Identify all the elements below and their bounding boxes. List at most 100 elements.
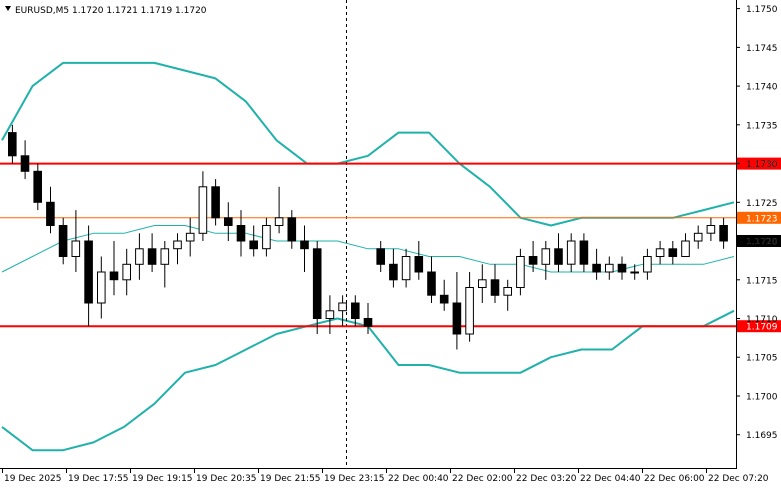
candle-body-bull — [198, 186, 208, 234]
candle — [236, 210, 246, 257]
candle-body-bull — [262, 225, 271, 250]
candle — [541, 241, 551, 280]
candle-body-bear — [389, 263, 398, 281]
x-axis: 19 Dec 2025 19 Dec 17:55 19 Dec 19:15 19 De… — [2, 468, 769, 484]
candle-body-bear — [249, 240, 258, 250]
candle-body-bear — [109, 271, 119, 281]
candle — [249, 225, 258, 257]
candle-body-bull — [643, 256, 652, 273]
candle — [414, 241, 424, 280]
dropdown-triangle-icon[interactable] — [5, 6, 11, 11]
candle-body-bull — [160, 248, 170, 265]
y-tick-label: 1.1745 — [746, 44, 778, 54]
y-tick-label: 1.1705 — [746, 354, 778, 364]
level-label: 1.1730 — [746, 160, 778, 170]
candle — [262, 217, 271, 257]
candle-body-bull — [478, 279, 487, 288]
x-tick-label: 19 Dec 2025 — [4, 474, 62, 484]
candle — [478, 264, 487, 303]
candle — [592, 248, 601, 280]
candle-body-bear — [33, 170, 43, 203]
candle-body-bull — [655, 248, 665, 258]
candle-body-bear — [8, 132, 17, 157]
candle-body-bear — [236, 225, 246, 242]
x-tick-label: 22 Dec 03:20 — [516, 474, 577, 484]
candle-body-bear — [312, 248, 322, 319]
level-1.1730: 1.1730 — [0, 157, 781, 170]
y-tick-label: 1.1730 — [746, 160, 778, 170]
chart-header: EURUSD,M5 1.1720 1.1721 1.1719 1.1720 — [5, 6, 207, 16]
candle-body-bull — [516, 256, 525, 288]
candle — [160, 241, 170, 288]
candle — [109, 241, 119, 296]
candle-body-bear — [224, 217, 233, 227]
x-tick-label: 19 Dec 17:55 — [68, 474, 129, 484]
candle — [668, 241, 678, 265]
candle — [681, 233, 690, 257]
candle-body-bull — [503, 287, 512, 296]
candle-body-bull — [465, 287, 474, 335]
candle-body-bear — [427, 271, 436, 296]
candle — [579, 233, 589, 272]
candle — [528, 241, 538, 272]
current-price-box — [737, 235, 781, 247]
candle — [71, 210, 81, 272]
candle-body-bull — [693, 232, 703, 242]
level-label: 1.1709 — [746, 323, 778, 333]
candle — [173, 233, 182, 265]
candle-body-bear — [439, 294, 449, 304]
candle-body-bull — [681, 240, 690, 257]
candles[interactable] — [8, 124, 728, 350]
candle — [693, 225, 703, 249]
candle — [338, 295, 347, 327]
level-label-box — [737, 211, 781, 224]
level-1.1723: 1.1723 — [0, 211, 781, 224]
x-tick-label: 19 Dec 20:35 — [196, 474, 257, 484]
horizontal-levels[interactable]: 1.1730 1.1723 1.1709 1.1720 — [0, 157, 781, 333]
y-tick-label: 1.1700 — [746, 393, 778, 403]
candle-body-bear — [592, 263, 601, 273]
candle-body-bull — [135, 248, 144, 265]
candle-body-bear — [719, 225, 728, 242]
candle — [617, 256, 627, 280]
candle-body-bull — [706, 225, 716, 234]
x-tick-label: 19 Dec 23:15 — [324, 474, 385, 484]
current-price-marker: 1.1720 — [737, 235, 781, 248]
y-axis: 1.1750 1.1745 1.1740 1.1735 1.1730 1.1725 1.17… — [736, 5, 778, 441]
candle-body-bear — [528, 256, 538, 265]
candle — [274, 186, 284, 234]
candle-body-bear — [58, 225, 68, 257]
candle — [20, 140, 30, 180]
candle — [643, 248, 652, 280]
x-tick-label: 22 Dec 04:40 — [580, 474, 641, 484]
y-tick-label: 1.1695 — [746, 431, 778, 441]
candle-body-bull — [630, 271, 640, 274]
candle — [655, 241, 665, 265]
candle — [566, 233, 576, 272]
candle — [439, 279, 449, 311]
candle-body-bear — [579, 240, 589, 265]
candle — [312, 241, 322, 334]
candle — [8, 124, 17, 164]
candle — [706, 217, 716, 241]
candle-body-bear — [46, 201, 55, 227]
candle — [465, 272, 474, 342]
candle — [287, 210, 297, 249]
candle — [516, 248, 525, 296]
candle-body-bull — [274, 217, 284, 227]
candle-body-bear — [363, 318, 373, 327]
candle-body-bear — [287, 217, 297, 242]
x-tick-label: 22 Dec 00:40 — [388, 474, 449, 484]
x-tick-label: 22 Dec 06:00 — [644, 474, 705, 484]
candle — [33, 163, 43, 211]
candle-body-bull — [325, 310, 335, 319]
candle — [58, 217, 68, 265]
y-tick-label: 1.1725 — [746, 199, 778, 209]
candle — [554, 233, 563, 272]
candle — [351, 295, 360, 327]
candle-body-bull — [605, 263, 614, 273]
candle-body-bull — [97, 271, 106, 304]
candle — [224, 202, 233, 241]
